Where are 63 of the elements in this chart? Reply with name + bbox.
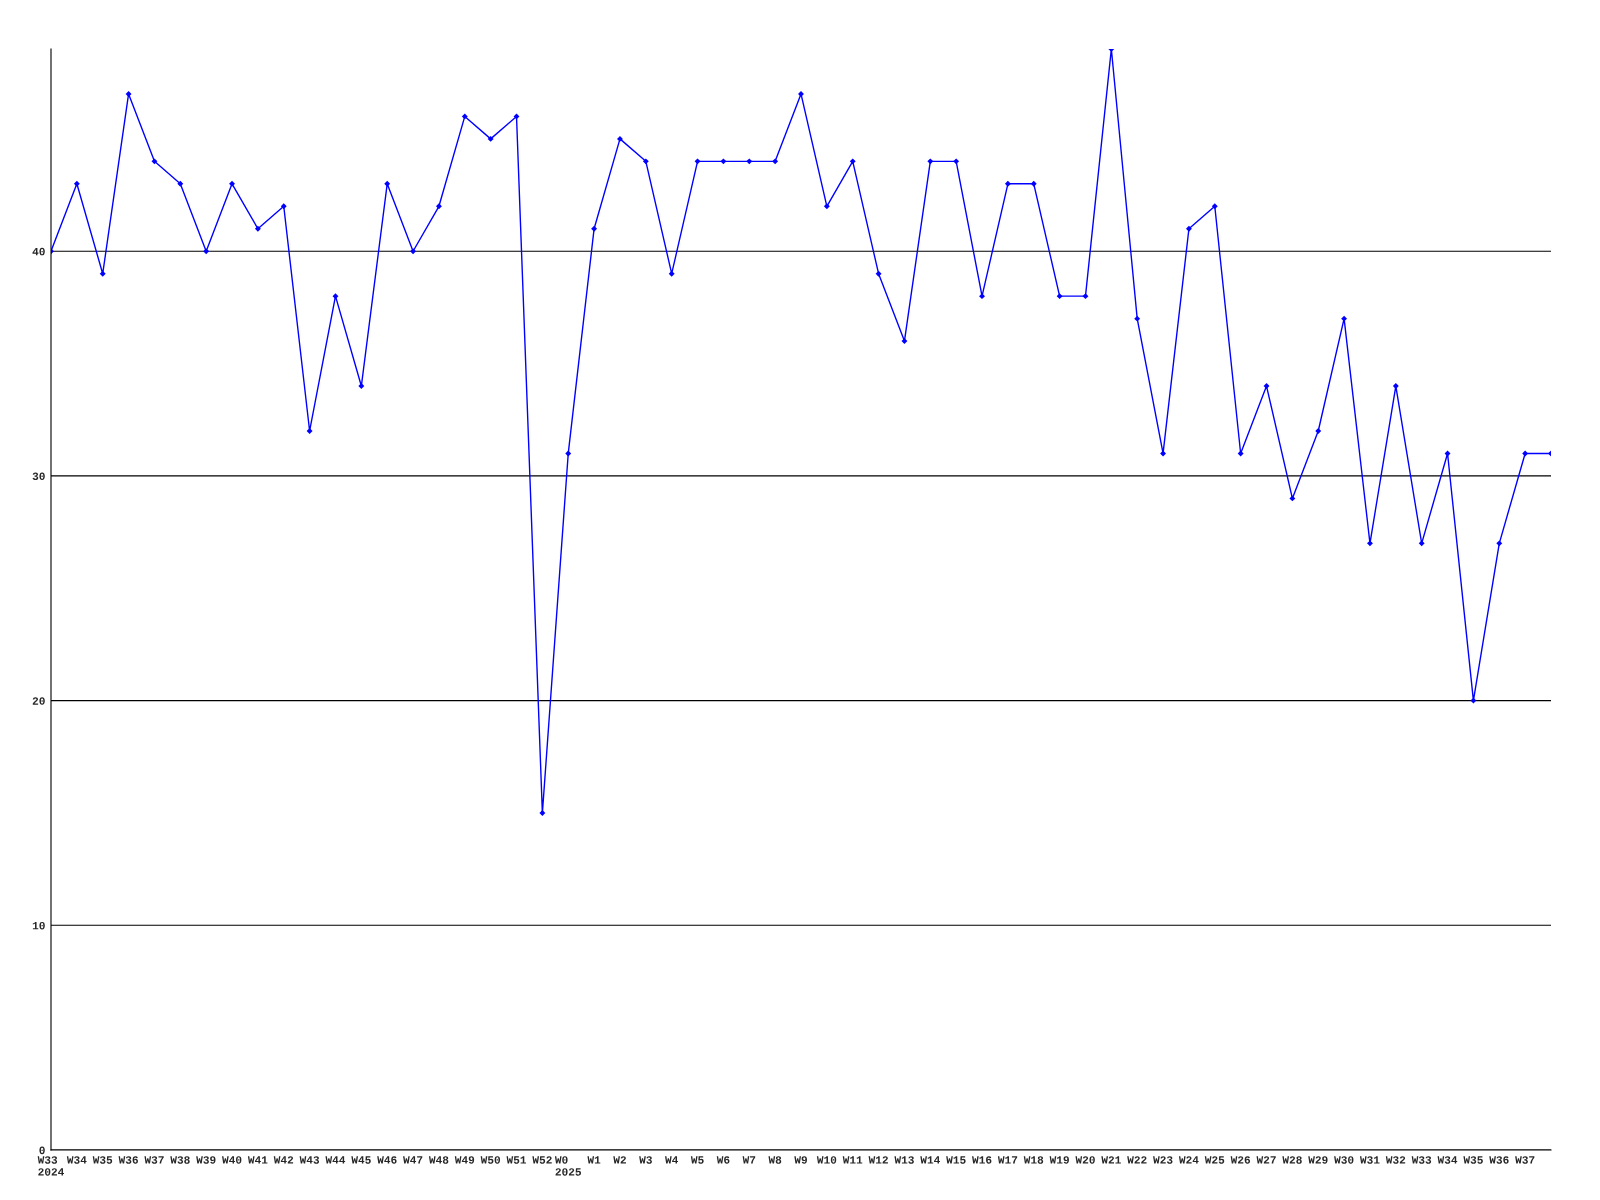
x-tick-label: W43 [299, 1156, 320, 1164]
x-tick-label: W36 [1489, 1156, 1509, 1164]
x-tick-label: W16 [972, 1156, 992, 1164]
y-tick-label: 20 [32, 697, 45, 705]
x-tick-label: W9 [794, 1156, 807, 1164]
x-tick-label: W22 [1127, 1156, 1147, 1164]
x-tick-label: W29 [1308, 1156, 1328, 1164]
x-tick-label: W17 [997, 1156, 1018, 1164]
x-tick-label: W28 [1282, 1156, 1302, 1164]
x-tick-label: W47 [403, 1156, 423, 1164]
x-tick-label: W5 [690, 1156, 704, 1164]
x-tick-label: W41 [247, 1156, 268, 1164]
x-tick-label: W33 [1411, 1156, 1432, 1164]
x-tick-label: W14 [920, 1156, 940, 1164]
x-tick-label: W20 [1075, 1156, 1095, 1164]
x-tick-label: W31 [1359, 1156, 1380, 1164]
x-tick-label: W48 [428, 1156, 449, 1164]
x-tick-label: W10 [816, 1156, 837, 1164]
x-tick-label: W12 [868, 1156, 888, 1164]
x-tick-label: W44 [325, 1156, 346, 1164]
y-tick-label: 0 [39, 1146, 45, 1155]
x-tick-label: W24 [1178, 1156, 1199, 1164]
x-tick-label: W32 [1385, 1156, 1406, 1164]
x-tick-label: W36 [118, 1156, 138, 1164]
x-tick-label: W42 [273, 1156, 294, 1164]
x-tick-label: W45 [351, 1156, 371, 1164]
x-tick-label: W7 [742, 1156, 756, 1164]
x-tick-label: W33 2024 [37, 1156, 64, 1176]
x-tick-label: W35 [1463, 1156, 1483, 1164]
x-tick-label: W37 [144, 1156, 164, 1164]
x-tick-label: W3 [639, 1156, 652, 1164]
x-tick-label: W52 [532, 1156, 552, 1164]
x-tick-label: W35 [92, 1156, 113, 1164]
x-tick-label: W21 [1101, 1156, 1121, 1164]
x-tick-label: W15 [946, 1156, 966, 1164]
y-tick-label: 40 [32, 247, 45, 256]
x-tick-label: W1 [587, 1156, 601, 1164]
x-tick-label: W39 [196, 1156, 216, 1164]
x-tick-label: W30 [1334, 1156, 1354, 1164]
x-tick-label: W2 [613, 1156, 626, 1164]
x-tick-label: W11 [842, 1156, 863, 1164]
x-tick-label: W19 [1049, 1156, 1069, 1164]
x-tick-label: W51 [506, 1156, 527, 1164]
x-tick-label: W46 [377, 1156, 397, 1164]
x-tick-label: W34 [66, 1156, 87, 1164]
x-tick-label: W49 [454, 1156, 475, 1164]
x-tick-label: W34 [1437, 1156, 1458, 1164]
x-tick-label: W25 [1204, 1156, 1225, 1164]
x-tick-label: W4 [665, 1156, 679, 1164]
y-tick-label: 30 [32, 472, 45, 481]
x-tick-label: W23 [1153, 1156, 1173, 1164]
x-tick-label: W8 [768, 1156, 782, 1164]
x-tick-label: W0 2025 [554, 1156, 581, 1176]
x-tick-label: W13 [894, 1156, 914, 1164]
x-tick-label: W18 [1023, 1156, 1044, 1164]
x-tick-label: W50 [480, 1156, 501, 1164]
x-tick-label: W38 [170, 1156, 190, 1164]
x-tick-label: W6 [716, 1156, 730, 1164]
x-tick-label: W40 [222, 1156, 242, 1164]
x-tick-label: W26 [1230, 1156, 1251, 1164]
x-tick-label: W37 [1515, 1156, 1535, 1164]
x-tick-label: W27 [1256, 1156, 1276, 1164]
y-tick-label: 10 [32, 921, 45, 930]
